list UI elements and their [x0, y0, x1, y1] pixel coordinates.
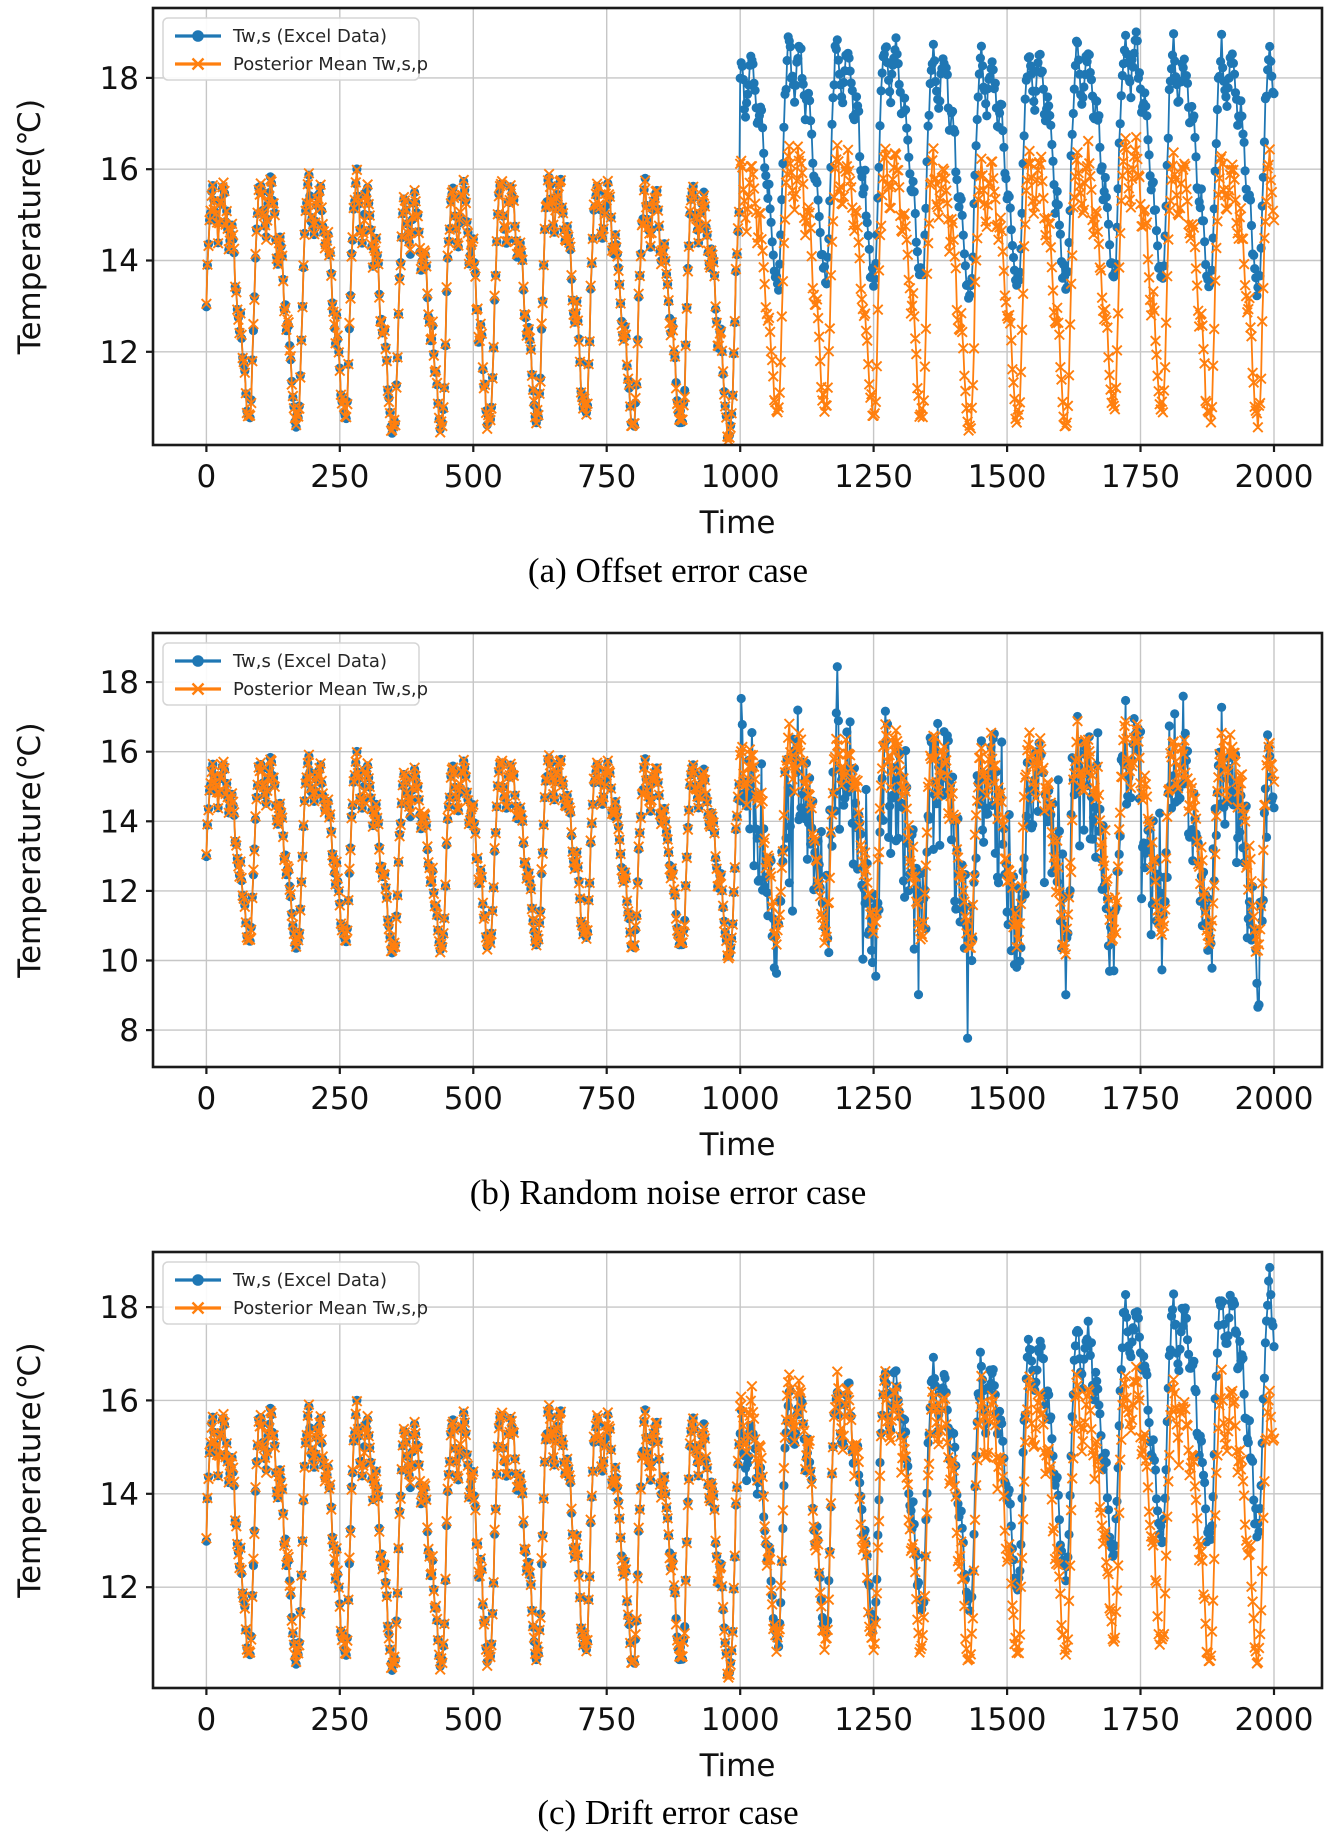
chart-b-random-noise-error: 0 250 500 750 1000 1250 1500 1750 2000 Time 8 10 12 1…: [12, 631, 1324, 1163]
y-axis-label: Temperature(℃): [12, 722, 48, 978]
x-tick-label: 0: [197, 459, 217, 495]
x-tick-label: 0: [197, 1702, 217, 1738]
y-axis-label: Temperature(℃): [12, 99, 48, 355]
plot-frame: [151, 631, 1324, 1069]
y-tick-label: 18: [100, 1290, 139, 1326]
y-tick-label: 14: [100, 244, 139, 280]
legend-circle-marker-icon: [192, 655, 204, 667]
chart-a-offset-error: 0 250 500 750 1000 1250 1500 1750 2000 Time 12 14 16…: [12, 6, 1324, 541]
legend-label: Posterior Mean Tw,s,p: [233, 679, 428, 700]
y-axis: 12 14 16 18 Temperature(℃): [12, 1290, 153, 1606]
x-tick-label: 1500: [968, 459, 1047, 495]
chart-b-caption: (b) Random noise error case: [469, 1173, 867, 1212]
legend-label: Tw,s (Excel Data): [232, 1270, 387, 1291]
x-axis: 0 250 500 750 1000 1250 1500 1750 2000 Time: [197, 1067, 1314, 1163]
x-tick-label: 0: [197, 1081, 217, 1117]
y-tick-label: 14: [100, 1477, 139, 1513]
legend-label: Tw,s (Excel Data): [232, 651, 387, 672]
legend: Tw,s (Excel Data) Posterior Mean Tw,s,p: [162, 642, 428, 706]
y-tick-label: 14: [100, 804, 139, 840]
x-tick-label: 1750: [1101, 1081, 1180, 1117]
x-tick-label: 1750: [1101, 1702, 1180, 1738]
x-tick-label: 1500: [968, 1081, 1047, 1117]
plot-frame: [151, 1250, 1324, 1690]
y-tick-label: 16: [100, 152, 139, 188]
y-tick-label: 8: [119, 1013, 139, 1049]
x-tick-label: 250: [310, 459, 369, 495]
series-posterior-mean: [200, 131, 1280, 445]
chart-c-drift-error: 0 250 500 750 1000 1250 1500 1750 2000 Time 12 14 16…: [12, 1250, 1324, 1784]
chart-a-caption: (a) Offset error case: [527, 551, 809, 590]
x-tick-label: 750: [577, 1081, 636, 1117]
legend-x-marker-icon: [191, 1301, 205, 1315]
y-tick-label: 18: [100, 61, 139, 97]
x-tick-label: 1250: [834, 1081, 913, 1117]
legend-circle-marker-icon: [192, 1274, 204, 1286]
x-axis: 0 250 500 750 1000 1250 1500 1750 2000 Time: [197, 445, 1314, 541]
plot-frame: [151, 6, 1324, 447]
x-tick-label: 2000: [1235, 1702, 1314, 1738]
x-tick-label: 1750: [1101, 459, 1180, 495]
y-tick-label: 16: [100, 1383, 139, 1419]
x-tick-label: 500: [444, 1702, 503, 1738]
legend-x-marker-icon: [191, 57, 205, 71]
x-axis: 0 250 500 750 1000 1250 1500 1750 2000 Time: [197, 1688, 1314, 1784]
x-axis-label: Time: [699, 505, 776, 541]
legend-label: Posterior Mean Tw,s,p: [233, 1298, 428, 1319]
x-tick-label: 250: [310, 1702, 369, 1738]
x-tick-label: 1250: [834, 459, 913, 495]
x-axis-label: Time: [699, 1127, 776, 1163]
y-tick-label: 12: [100, 1570, 139, 1606]
legend: Tw,s (Excel Data) Posterior Mean Tw,s,p: [162, 17, 428, 81]
x-tick-label: 1500: [968, 1702, 1047, 1738]
legend: Tw,s (Excel Data) Posterior Mean Tw,s,p: [162, 1261, 428, 1325]
x-tick-label: 500: [444, 1081, 503, 1117]
y-axis-label: Temperature(℃): [12, 1342, 48, 1598]
x-axis-label: Time: [699, 1748, 776, 1784]
series-posterior-mean: [200, 1361, 1280, 1683]
y-axis: 12 14 16 18 Temperature(℃): [12, 61, 153, 371]
legend-label: Tw,s (Excel Data): [232, 26, 387, 47]
y-tick-label: 16: [100, 735, 139, 771]
x-tick-label: 1000: [701, 459, 780, 495]
x-tick-label: 750: [577, 1702, 636, 1738]
series-posterior-mean: [200, 715, 1280, 964]
y-tick-label: 10: [100, 944, 139, 980]
x-tick-label: 2000: [1235, 459, 1314, 495]
legend-circle-marker-icon: [192, 30, 204, 42]
x-tick-label: 1250: [834, 1702, 913, 1738]
x-tick-label: 2000: [1235, 1081, 1314, 1117]
x-tick-label: 1000: [701, 1081, 780, 1117]
x-tick-label: 750: [577, 459, 636, 495]
y-tick-label: 18: [100, 665, 139, 701]
x-tick-label: 500: [444, 459, 503, 495]
x-tick-label: 1000: [701, 1702, 780, 1738]
y-tick-label: 12: [100, 874, 139, 910]
chart-c-caption: (c) Drift error case: [537, 1793, 799, 1832]
legend-x-marker-icon: [191, 682, 205, 696]
x-tick-label: 250: [310, 1081, 369, 1117]
legend-label: Posterior Mean Tw,s,p: [233, 54, 428, 75]
y-axis: 8 10 12 14 16 18 Temperature(℃): [12, 665, 153, 1049]
y-tick-label: 12: [100, 335, 139, 371]
